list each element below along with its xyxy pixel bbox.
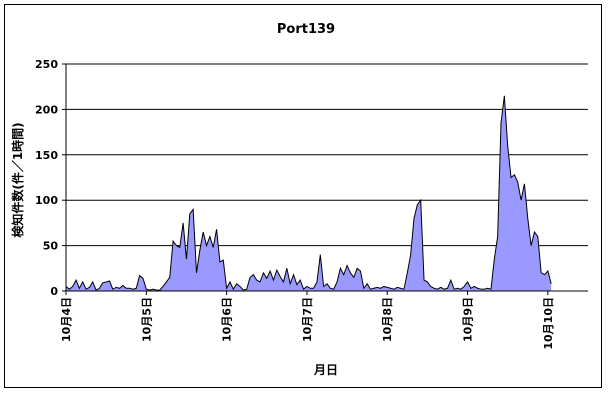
x-tick-label: 10月10日: [542, 297, 555, 350]
series-area: [66, 95, 552, 291]
y-axis-ticks: 0 50 100 150 200 250: [35, 58, 66, 298]
x-tick-label: 10月4日: [60, 297, 73, 342]
x-tick-label: 10月9日: [462, 297, 475, 342]
y-axis-label: 検知件数(件／1時間): [10, 122, 25, 237]
y-tick-label: 50: [43, 240, 59, 253]
x-tick-label: 10月7日: [301, 297, 314, 342]
x-axis-label: 月日: [313, 363, 338, 377]
x-tick-label: 10月5日: [140, 297, 153, 342]
chart-title: Port139: [277, 22, 335, 37]
x-tick-label: 10月6日: [221, 297, 234, 342]
x-axis-ticks: 10月4日 10月5日 10月6日 10月7日 10月8日 10月9日 10月10日: [60, 291, 555, 350]
y-tick-label: 150: [35, 149, 58, 162]
y-tick-label: 250: [35, 58, 58, 71]
series-line: [65, 95, 552, 291]
x-tick-label: 10月8日: [381, 297, 394, 342]
plot-area: [65, 63, 588, 292]
y-tick-label: 200: [35, 103, 58, 116]
y-tick-label: 0: [50, 285, 58, 298]
y-tick-label: 100: [35, 194, 58, 207]
